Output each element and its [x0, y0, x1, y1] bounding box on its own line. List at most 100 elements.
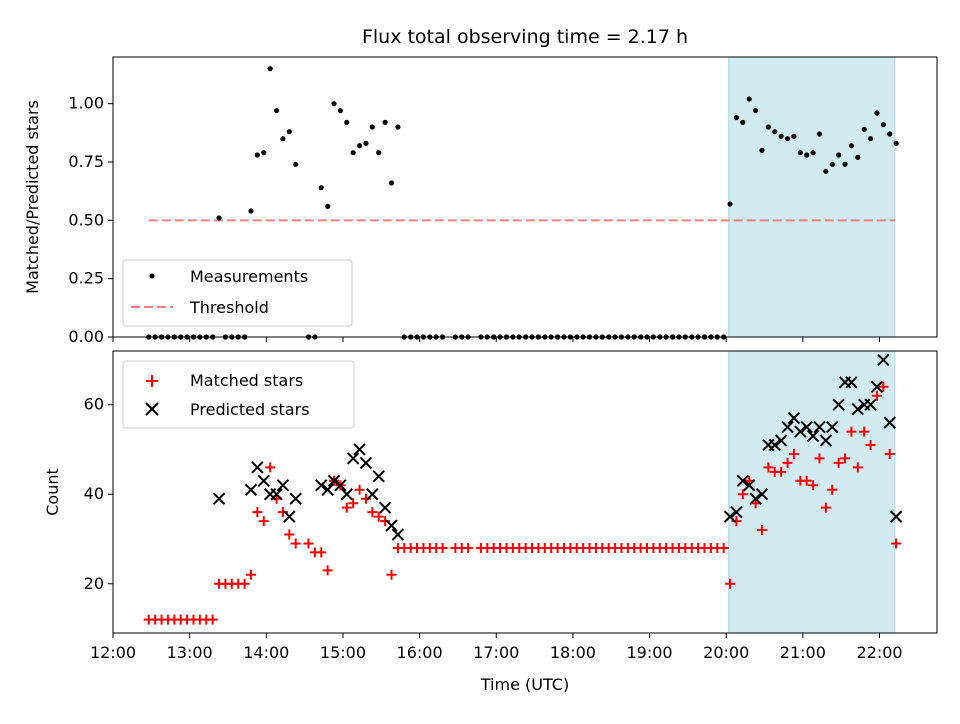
- matched-star-point: [859, 426, 870, 437]
- bottom-x-axis: 12:00 13:00 14:00 15:00 16:00 17:00 18:00 19:00…: [90, 633, 903, 662]
- predicted-star-point: [774, 434, 788, 447]
- measurement-point: [727, 201, 733, 207]
- predicted-star-point: [736, 474, 750, 488]
- top-y-axis-label: Matched/Predicted stars: [23, 100, 42, 294]
- matched-star-point: [303, 538, 314, 549]
- predicted-star-point: [730, 505, 743, 519]
- predicted-star-point: [723, 510, 737, 523]
- matched-star-point: [252, 507, 263, 518]
- predicted-star-point: [787, 411, 801, 425]
- measurement-point: [765, 124, 771, 130]
- measurement-point: [772, 129, 778, 135]
- matched-star-point: [763, 462, 774, 473]
- predicted-star-point: [391, 528, 405, 541]
- bottom-y-tick-label: 20: [84, 574, 104, 593]
- matched-star-point: [718, 542, 729, 553]
- predicted-star-point: [340, 488, 353, 501]
- matched-star-point: [290, 538, 301, 549]
- measurement-point: [893, 140, 899, 146]
- predicted-star-point: [334, 479, 347, 492]
- matched-star-point: [776, 466, 787, 477]
- x-axis-label: Time (UTC): [480, 675, 569, 694]
- matched-star-point: [437, 542, 448, 553]
- predicted-star-point: [244, 483, 258, 496]
- matched-star-point: [354, 484, 365, 495]
- measurement-point: [388, 180, 395, 186]
- matched-star-point: [814, 453, 825, 464]
- predicted-star-point: [353, 443, 366, 456]
- x-tick-label: 21:00: [780, 643, 826, 662]
- predicted-star-point: [251, 461, 264, 474]
- measurement-point: [395, 124, 401, 130]
- predicted-star-point: [819, 434, 833, 447]
- measurements-legend-label: Measurements: [190, 267, 308, 286]
- predicted-star-point: [742, 479, 756, 492]
- matched-star-point: [788, 448, 799, 459]
- measurement-point: [759, 147, 765, 153]
- predicted-star-point: [276, 479, 290, 492]
- matched-star-point: [865, 440, 876, 450]
- measurement-point: [318, 185, 324, 191]
- predicted-star-point: [851, 402, 865, 416]
- measurement-point: [216, 215, 222, 221]
- matched-star-point: [840, 453, 851, 464]
- matched-star-point: [808, 480, 819, 491]
- measurement-point: [286, 129, 292, 135]
- bottom-legend: Matched stars Predicted stars: [122, 360, 355, 429]
- measurement-point: [325, 203, 331, 209]
- chart-title: Flux total observing time = 2.17 h: [362, 26, 688, 48]
- predicted-star-point: [794, 425, 807, 438]
- predicted-star-point: [781, 420, 794, 434]
- matched-star-point: [265, 462, 276, 473]
- measurement-point: [280, 136, 286, 142]
- predicted-star-point: [327, 474, 341, 488]
- measurement-point: [752, 108, 759, 114]
- measurement-point: [369, 124, 375, 130]
- x-tick-label: 17:00: [473, 643, 519, 662]
- measurement-point: [376, 150, 382, 156]
- predicted-star-point: [889, 510, 903, 523]
- x-tick-label: 15:00: [320, 643, 366, 662]
- matched-star-point: [322, 565, 333, 576]
- predicted-star-point: [755, 488, 769, 501]
- matched-star-point: [207, 614, 218, 625]
- measurement-point: [382, 119, 388, 125]
- matched-stars-series: [143, 381, 902, 625]
- predicted-star-point: [385, 519, 398, 532]
- measurement-point: [855, 154, 861, 160]
- matched-star-point: [341, 502, 352, 513]
- measurement-point: [267, 66, 273, 72]
- predicted-star-point: [315, 479, 328, 492]
- threshold-legend-label: Threshold: [189, 298, 269, 317]
- matched-star-point: [463, 542, 474, 553]
- matched-star-point: [245, 569, 256, 580]
- matched-star-point: [348, 498, 359, 509]
- top-plot-frame: [112, 56, 938, 338]
- top-legend-box: [122, 259, 353, 327]
- measurement-point: [887, 131, 893, 137]
- measurement-point: [254, 152, 260, 158]
- predicted-star-point: [321, 483, 334, 496]
- measurement-point: [867, 136, 874, 142]
- predicted-star-point: [768, 438, 781, 452]
- matched-star-point: [284, 529, 295, 540]
- x-tick-label: 20:00: [703, 643, 749, 662]
- predicted-legend-label: Predicted stars: [190, 400, 310, 419]
- predicted-star-point: [270, 488, 283, 501]
- measurement-point: [810, 150, 816, 156]
- matched-star-point: [852, 462, 863, 473]
- measurement-point: [356, 143, 363, 149]
- predicted-star-point: [346, 452, 360, 465]
- measurement-point: [337, 108, 343, 114]
- predicted-star-point: [870, 380, 884, 394]
- bottom-legend-box: [122, 360, 355, 429]
- predicted-star-point: [359, 456, 373, 470]
- measurement-point: [836, 152, 842, 158]
- matched-star-point: [316, 547, 327, 558]
- measurement-point: [344, 119, 350, 125]
- x-tick-label: 16:00: [397, 643, 443, 662]
- observing-window-shade: [728, 56, 896, 338]
- matched-star-point: [878, 381, 889, 392]
- matched-star-point: [380, 516, 391, 527]
- measurement-point: [823, 168, 829, 174]
